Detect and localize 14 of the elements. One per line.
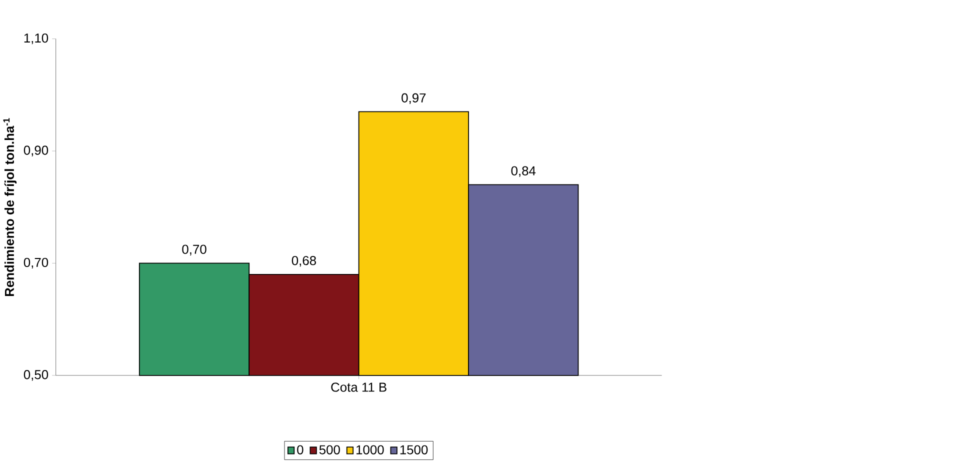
y-tick-label: 0,90 bbox=[24, 145, 48, 156]
y-axis-title: Rendimiento de fríjol ton.ha$^{-1}$ bbox=[3, 118, 17, 296]
data-label: 0,68 bbox=[292, 256, 316, 266]
y-tick-label: 1,10 bbox=[24, 33, 48, 44]
data-label: 0,84 bbox=[511, 166, 536, 177]
data-label: 0,70 bbox=[182, 244, 206, 256]
legend-label: 0 bbox=[297, 444, 304, 454]
legend-label: 500 bbox=[319, 444, 340, 454]
y-tick-label: 0,50 bbox=[24, 370, 48, 381]
legend-label: 1000 bbox=[356, 444, 384, 454]
x-tick-label: Cota 11 B bbox=[331, 382, 386, 392]
legend-label: 1500 bbox=[400, 444, 428, 454]
y-tick-label: 0,70 bbox=[24, 258, 48, 268]
data-label: 0,97 bbox=[402, 93, 426, 104]
